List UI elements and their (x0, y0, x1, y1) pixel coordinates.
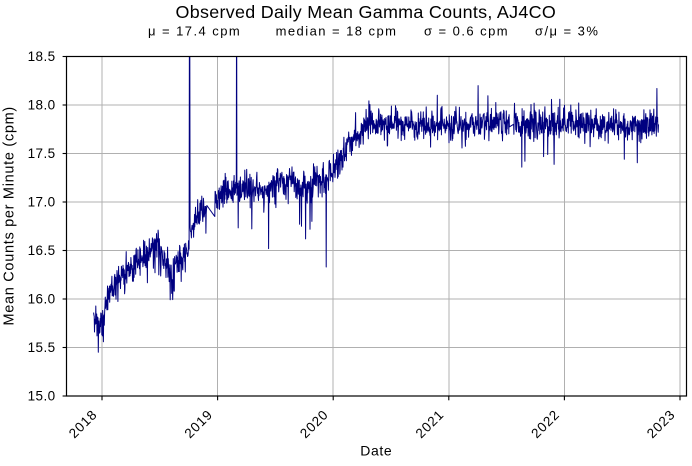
svg-text:16.0: 16.0 (28, 292, 56, 307)
svg-text:18.0: 18.0 (28, 98, 56, 113)
svg-text:16.5: 16.5 (28, 243, 56, 258)
svg-text:15.0: 15.0 (28, 389, 56, 404)
svg-text:17.5: 17.5 (28, 146, 56, 161)
svg-text:median = 18 cpm: median = 18 cpm (276, 24, 398, 39)
svg-text:Observed Daily Mean Gamma Coun: Observed Daily Mean Gamma Counts, AJ4CO (176, 2, 557, 22)
svg-text:σ/μ = 3%: σ/μ = 3% (535, 24, 599, 39)
svg-text:18.5: 18.5 (28, 49, 56, 64)
svg-text:σ = 0.6 cpm: σ = 0.6 cpm (424, 24, 509, 39)
svg-text:Date: Date (360, 443, 392, 459)
svg-text:μ = 17.4 cpm: μ = 17.4 cpm (148, 24, 241, 39)
svg-text:17.0: 17.0 (28, 195, 56, 210)
svg-text:Mean Counts per Minute (cpm): Mean Counts per Minute (cpm) (2, 106, 18, 325)
svg-text:15.5: 15.5 (28, 340, 56, 355)
